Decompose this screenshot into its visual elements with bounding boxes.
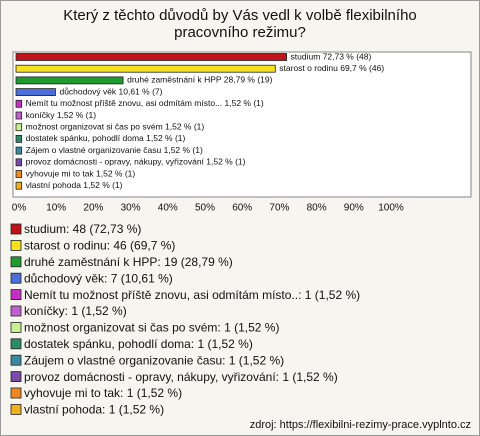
x-tick-label: 30% <box>121 203 141 214</box>
bar <box>15 146 23 155</box>
x-tick-label: 20% <box>83 203 103 214</box>
bar <box>15 76 124 85</box>
x-tick-label: 60% <box>232 203 252 214</box>
legend-label: studium: 48 (72,73 %) <box>24 222 141 236</box>
bar-label: starost o rodinu 69,7 % (46) <box>279 63 384 73</box>
bar <box>15 99 23 108</box>
x-tick-label: 40% <box>158 203 178 214</box>
legend-swatch <box>10 354 22 366</box>
bar-label: koníčky 1,52 % (1) <box>26 110 97 120</box>
bar-label: dostatek spánku, pohodlí doma 1,52 % (1) <box>26 133 186 143</box>
legend-swatch <box>10 256 22 268</box>
bar <box>15 64 276 73</box>
bar <box>15 158 23 167</box>
legend-swatch <box>10 403 22 415</box>
bar <box>15 181 23 190</box>
legend-label: Nemít tu možnost příště znovu, asi odmít… <box>24 288 360 302</box>
x-tick-label: 50% <box>195 203 215 214</box>
x-tick-label: 10% <box>46 203 66 214</box>
legend-label: druhé zaměstnání k HPP: 19 (28,79 %) <box>24 255 233 269</box>
bar <box>15 111 23 120</box>
source: zdroj: https://flexibilni-rezimy-prace.v… <box>250 419 471 431</box>
bar-label: důchodový věk 10,61 % (7) <box>59 86 162 96</box>
legend-swatch <box>10 305 22 317</box>
plot-area <box>12 51 472 198</box>
bar-label: provoz domácnosti - opravy, nákupy, vyři… <box>26 157 246 167</box>
legend-swatch <box>10 272 22 284</box>
legend-label: důchodový věk: 7 (10,61 %) <box>24 271 173 285</box>
legend-label: starost o rodinu: 46 (69,7 %) <box>24 239 175 253</box>
legend-swatch <box>10 289 22 301</box>
legend-swatch <box>10 371 22 383</box>
bar <box>15 134 23 143</box>
legend-label: možnost organizovat si čas po svém: 1 (1… <box>24 321 279 335</box>
bar <box>15 170 23 178</box>
legend-label: provoz domácnosti - opravy, nákupy, vyři… <box>24 370 338 384</box>
legend-label: dostatek spánku, pohodlí doma: 1 (1,52 %… <box>24 337 253 351</box>
legend-swatch <box>10 223 22 235</box>
bar-label: vyhovuje mi to tak 1,52 % (1) <box>26 168 136 178</box>
x-tick-label: 90% <box>344 203 364 214</box>
bar-label: druhé zaměstnání k HPP 28,79 % (19) <box>127 75 273 85</box>
bar <box>15 88 56 96</box>
bar <box>15 123 23 132</box>
chart-title: Který z těchto důvodů by Vás vedl k volb… <box>63 7 417 41</box>
x-tick-label: 0% <box>12 203 27 214</box>
legend-swatch <box>10 321 22 333</box>
legend-label: Záujem o vlastné organizovanie času: 1 (… <box>24 353 284 367</box>
legend-swatch <box>10 239 22 251</box>
x-tick-label: 70% <box>269 203 289 214</box>
legend-label: vyhovuje mi to tak: 1 (1,52 %) <box>24 386 182 400</box>
legend-swatch <box>10 387 22 399</box>
bar-label: vlastní pohoda 1,52 % (1) <box>26 180 123 190</box>
bar-label: Nemít tu možnost příště znovu, asi odmít… <box>26 98 264 108</box>
bar <box>15 53 287 61</box>
legend-swatch <box>10 338 22 350</box>
x-tick-label: 100% <box>378 203 404 214</box>
bar-label: možnost organizovat si čas po svém 1,52 … <box>26 121 205 131</box>
x-tick-label: 80% <box>307 203 327 214</box>
legend-label: koníčky: 1 (1,52 %) <box>24 304 127 318</box>
bar-label: Zájem o vlastné organizovanie času 1,52 … <box>26 145 203 155</box>
legend-label: vlastní pohoda: 1 (1,52 %) <box>24 403 164 417</box>
bar-label: studium 72,73 % (48) <box>291 51 372 61</box>
